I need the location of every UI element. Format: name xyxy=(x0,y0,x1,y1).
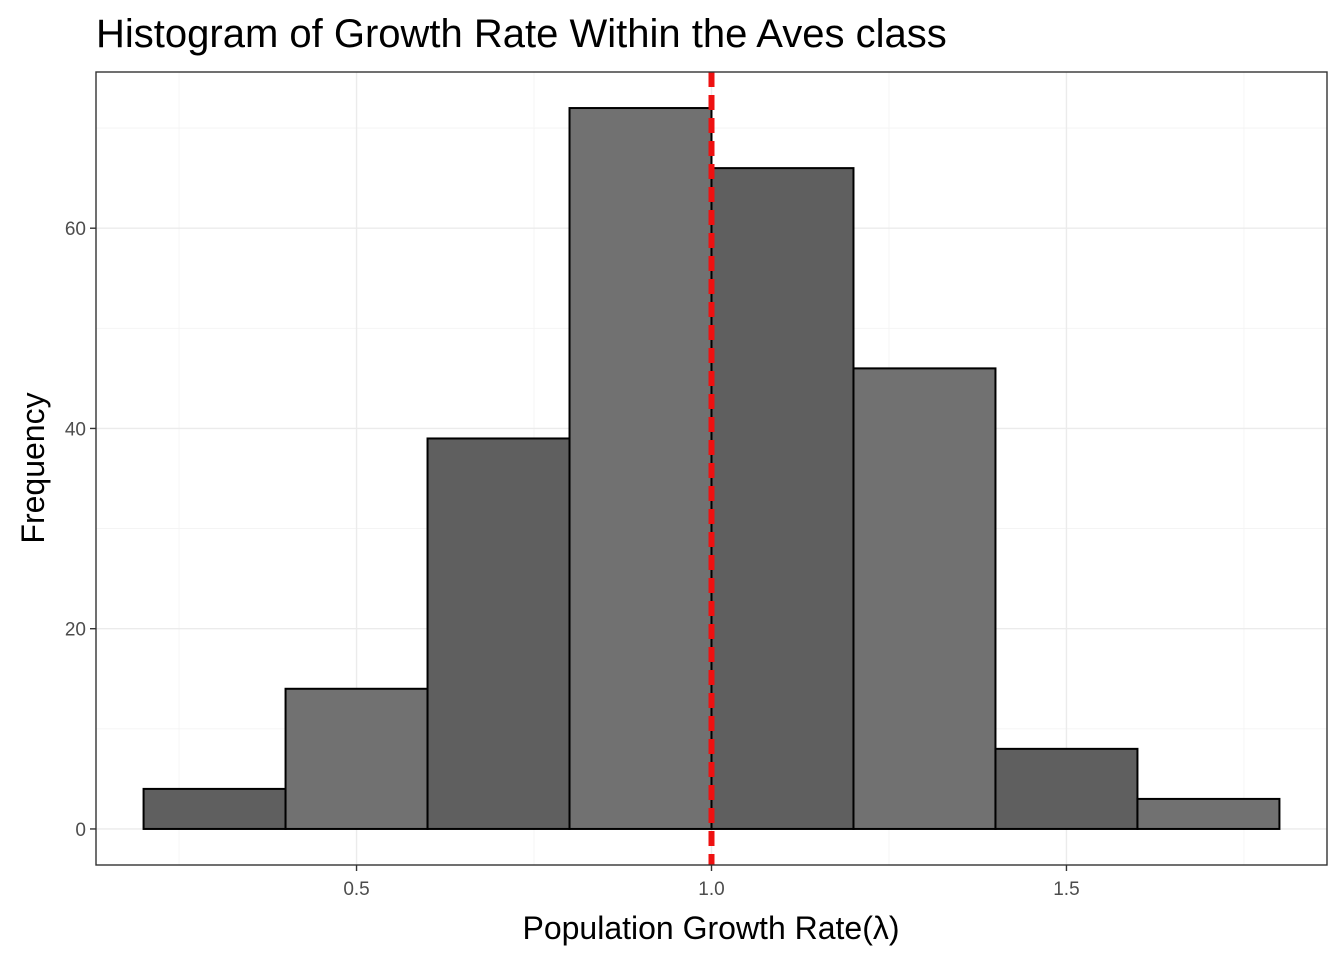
y-tick-label: 20 xyxy=(65,620,86,641)
y-tick-label: 60 xyxy=(65,219,86,240)
histogram-bar-2 xyxy=(426,437,571,830)
histogram-bar-4 xyxy=(710,167,855,830)
histogram-bar-3 xyxy=(568,107,713,830)
histogram-bar-1 xyxy=(284,687,429,830)
x-axis: 0.5 1.0 1.5 xyxy=(343,865,1080,900)
y-axis-title: Frequency xyxy=(15,392,51,543)
y-tick-label: 40 xyxy=(65,419,86,440)
y-axis: 0 20 40 60 xyxy=(65,219,96,841)
x-tick-label: 1.5 xyxy=(1053,879,1079,900)
histogram-bar-0 xyxy=(142,787,287,830)
x-tick-label: 1.0 xyxy=(698,879,724,900)
y-tick-label: 0 xyxy=(75,820,86,841)
x-tick-label: 0.5 xyxy=(343,879,369,900)
x-axis-title: Population Growth Rate(λ) xyxy=(522,910,899,946)
histogram-bar-5 xyxy=(852,367,997,830)
histogram-bar-7 xyxy=(1136,797,1281,830)
chart-title: Histogram of Growth Rate Within the Aves… xyxy=(96,12,947,56)
histogram-bar-6 xyxy=(994,747,1139,830)
histogram-bars xyxy=(142,107,1281,830)
